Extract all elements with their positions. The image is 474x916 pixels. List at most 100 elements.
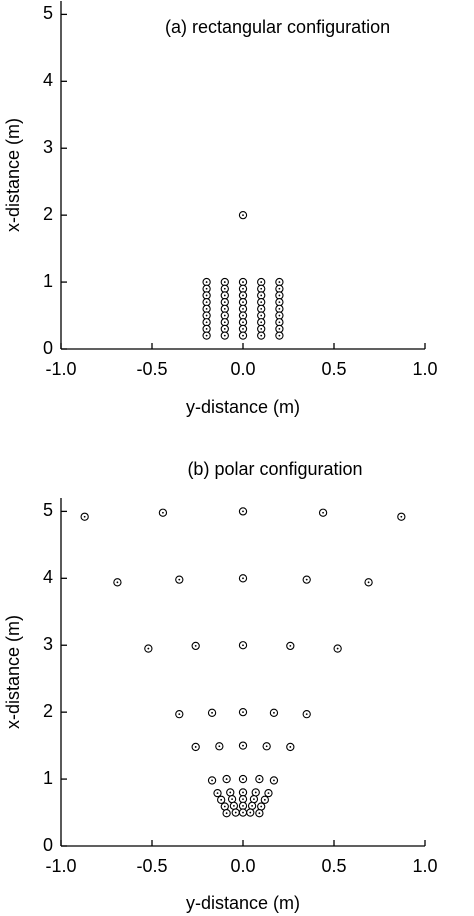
point-dot	[278, 334, 281, 337]
point	[238, 311, 248, 320]
point	[275, 311, 284, 320]
point	[220, 291, 229, 300]
point-dot	[273, 711, 275, 714]
point-dot	[260, 281, 263, 283]
point-dot	[273, 779, 275, 782]
point-dot	[225, 778, 228, 780]
point	[257, 284, 266, 293]
point	[238, 801, 248, 810]
point-dot	[278, 307, 281, 310]
y-tick-label: 2	[43, 701, 53, 721]
point-dot	[205, 301, 208, 304]
point-dot	[216, 792, 219, 795]
point	[302, 575, 311, 584]
point	[222, 774, 231, 784]
point	[220, 311, 229, 320]
point-dot	[178, 578, 181, 581]
point-dot	[322, 511, 324, 514]
point	[220, 277, 229, 287]
y-tick-label: 0	[43, 338, 53, 358]
point-dot	[242, 711, 244, 714]
point-dot	[223, 334, 226, 337]
point	[175, 575, 184, 584]
point-dot	[83, 515, 86, 518]
y-axis-title: x-distance (m)	[3, 118, 23, 232]
point-dot	[260, 301, 263, 304]
point	[333, 644, 342, 653]
point	[220, 304, 229, 313]
point	[264, 788, 273, 798]
point-dot	[242, 307, 244, 310]
x-tick-label: -1.0	[45, 359, 76, 379]
point	[286, 742, 295, 752]
point	[257, 298, 266, 307]
point	[238, 574, 248, 583]
point	[257, 318, 266, 327]
point	[262, 742, 271, 751]
point	[207, 776, 217, 785]
point	[238, 304, 248, 313]
y-tick-label: 0	[43, 835, 53, 855]
point	[302, 710, 311, 719]
point	[220, 298, 229, 307]
point	[397, 512, 406, 521]
point	[238, 788, 248, 797]
point	[238, 507, 248, 516]
point-dot	[194, 645, 197, 647]
point	[247, 801, 257, 810]
point	[275, 277, 284, 287]
point-dot	[242, 791, 244, 794]
point-dot	[205, 314, 208, 317]
point-dot	[242, 321, 244, 324]
point	[238, 284, 248, 293]
y-tick-label: 5	[43, 500, 53, 520]
point-dot	[242, 314, 244, 317]
point-dot	[305, 713, 308, 716]
point-dot	[278, 321, 281, 324]
point-dot	[260, 805, 263, 808]
point-dot	[265, 745, 268, 748]
point-dot	[278, 281, 281, 283]
point-dot	[205, 294, 208, 297]
y-tick-label: 1	[43, 271, 53, 291]
point-dot	[205, 321, 208, 324]
x-tick-label: 1.0	[412, 856, 437, 876]
point	[257, 802, 266, 811]
point-dot	[223, 805, 226, 808]
point-dot	[220, 798, 223, 801]
x-tick-label: -0.5	[136, 856, 167, 876]
point	[238, 291, 248, 300]
point-dot	[242, 798, 244, 801]
point-dot	[305, 578, 308, 581]
point	[220, 802, 229, 811]
point	[227, 795, 237, 804]
point	[238, 318, 248, 327]
point-dot	[223, 294, 226, 297]
point	[275, 284, 284, 293]
point-dot	[223, 321, 226, 324]
point-dot	[242, 804, 244, 807]
point-dot	[242, 577, 244, 580]
point-dot	[249, 811, 252, 814]
point	[238, 324, 248, 334]
point	[318, 508, 328, 517]
point	[220, 284, 229, 293]
point-dot	[367, 581, 370, 584]
x-tick-label: -1.0	[45, 856, 76, 876]
y-tick-label: 3	[43, 137, 53, 157]
point	[229, 801, 239, 810]
point-dot	[178, 713, 181, 716]
point	[202, 324, 211, 334]
point-dot	[223, 328, 226, 330]
x-tick-label: 1.0	[412, 359, 437, 379]
point	[257, 324, 266, 334]
point-dot	[260, 294, 263, 297]
point-dot	[278, 294, 281, 297]
point-dot	[242, 334, 244, 337]
point	[202, 284, 211, 293]
point	[238, 331, 248, 340]
point-dot	[205, 281, 208, 283]
point-dot	[242, 301, 244, 304]
point-dot	[242, 778, 244, 780]
